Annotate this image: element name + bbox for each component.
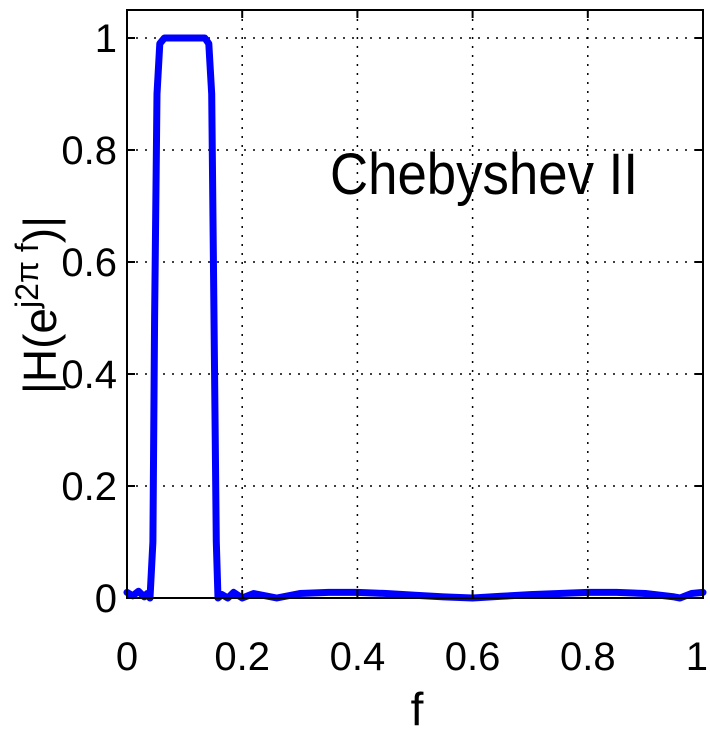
x-tick-label: 1 (686, 635, 708, 679)
y-tick-label: 0 (95, 577, 117, 621)
x-tick-label: 0.2 (214, 635, 270, 679)
x-tick-label: 0 (116, 635, 138, 679)
plot-frame (126, 9, 704, 599)
svg-text:|H(ej2π f)|: |H(ej2π f)| (9, 216, 66, 394)
y-tick-label: 0.6 (61, 241, 117, 285)
y-axis-label-superscript: j2π f (9, 243, 45, 309)
y-axis-label: |H(ej2π f)| (9, 216, 66, 394)
y-tick-label: 1 (95, 17, 117, 61)
x-tick-label: 0.8 (560, 635, 616, 679)
x-axis-label: f (411, 683, 424, 733)
y-tick-label: 0.4 (61, 353, 117, 397)
chart-annotation: Chebyshev II (330, 142, 638, 207)
y-tick-label: 0.8 (61, 129, 117, 173)
x-tick-labels: 0 0.2 0.4 0.6 0.8 1 (116, 635, 708, 679)
y-axis-label-suffix: )| (14, 216, 66, 243)
grid-lines (127, 10, 703, 598)
tick-marks (126, 10, 704, 599)
y-tick-labels: 0 0.2 0.4 0.6 0.8 1 (61, 17, 117, 621)
y-axis-label-prefix: |H(e (14, 308, 66, 394)
x-tick-label: 0.6 (445, 635, 501, 679)
x-tick-label: 0.4 (330, 635, 386, 679)
y-tick-label: 0.2 (61, 465, 117, 509)
plot-background (127, 10, 703, 598)
